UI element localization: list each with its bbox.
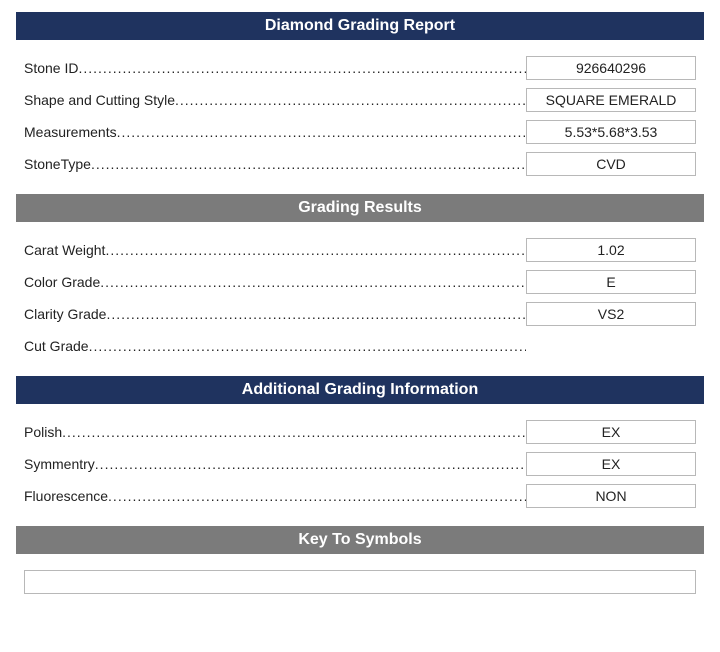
row-symmetry: Symmentry EX [24,452,696,476]
section-header-additional: Additional Grading Information [16,376,704,404]
value-fluorescence: NON [526,484,696,508]
label-text: Color Grade [24,274,100,290]
label-polish: Polish [24,424,526,440]
label-shape: Shape and Cutting Style [24,92,526,108]
additional-rows: Polish EX Symmentry EX Fluorescence NON [16,420,704,526]
value-measurements: 5.53*5.68*3.53 [526,120,696,144]
label-text: Symmentry [24,456,95,472]
label-text: Fluorescence [24,488,108,504]
value-shape: SQUARE EMERALD [526,88,696,112]
label-symmetry: Symmentry [24,456,526,472]
grading-rows: Carat Weight 1.02 Color Grade E Clarity … [16,238,704,376]
label-text: Stone ID [24,60,78,76]
row-color: Color Grade E [24,270,696,294]
section-header-grading: Grading Results [16,194,704,222]
value-clarity: VS2 [526,302,696,326]
section-header-report: Diamond Grading Report [16,12,704,40]
section-header-symbols: Key To Symbols [16,526,704,554]
label-stone-id: Stone ID [24,60,526,76]
row-polish: Polish EX [24,420,696,444]
label-color: Color Grade [24,274,526,290]
label-cut: Cut Grade [24,338,526,354]
row-cut: Cut Grade [24,334,696,358]
label-text: StoneType [24,156,91,172]
value-polish: EX [526,420,696,444]
value-symmetry: EX [526,452,696,476]
row-carat: Carat Weight 1.02 [24,238,696,262]
value-color: E [526,270,696,294]
symbols-box [24,570,696,594]
row-fluorescence: Fluorescence NON [24,484,696,508]
label-text: Polish [24,424,62,440]
label-text: Carat Weight [24,242,105,258]
label-text: Clarity Grade [24,306,106,322]
label-carat: Carat Weight [24,242,526,258]
label-text: Shape and Cutting Style [24,92,175,108]
value-carat: 1.02 [526,238,696,262]
value-stone-id: 926640296 [526,56,696,80]
label-clarity: Clarity Grade [24,306,526,322]
row-stone-id: Stone ID 926640296 [24,56,696,80]
value-stonetype: CVD [526,152,696,176]
row-measurements: Measurements 5.53*5.68*3.53 [24,120,696,144]
row-clarity: Clarity Grade VS2 [24,302,696,326]
label-stonetype: StoneType [24,156,526,172]
label-text: Measurements [24,124,117,140]
label-text: Cut Grade [24,338,89,354]
label-measurements: Measurements [24,124,526,140]
row-shape: Shape and Cutting Style SQUARE EMERALD [24,88,696,112]
label-fluorescence: Fluorescence [24,488,526,504]
row-stonetype: StoneType CVD [24,152,696,176]
report-rows: Stone ID 926640296 Shape and Cutting Sty… [16,56,704,194]
